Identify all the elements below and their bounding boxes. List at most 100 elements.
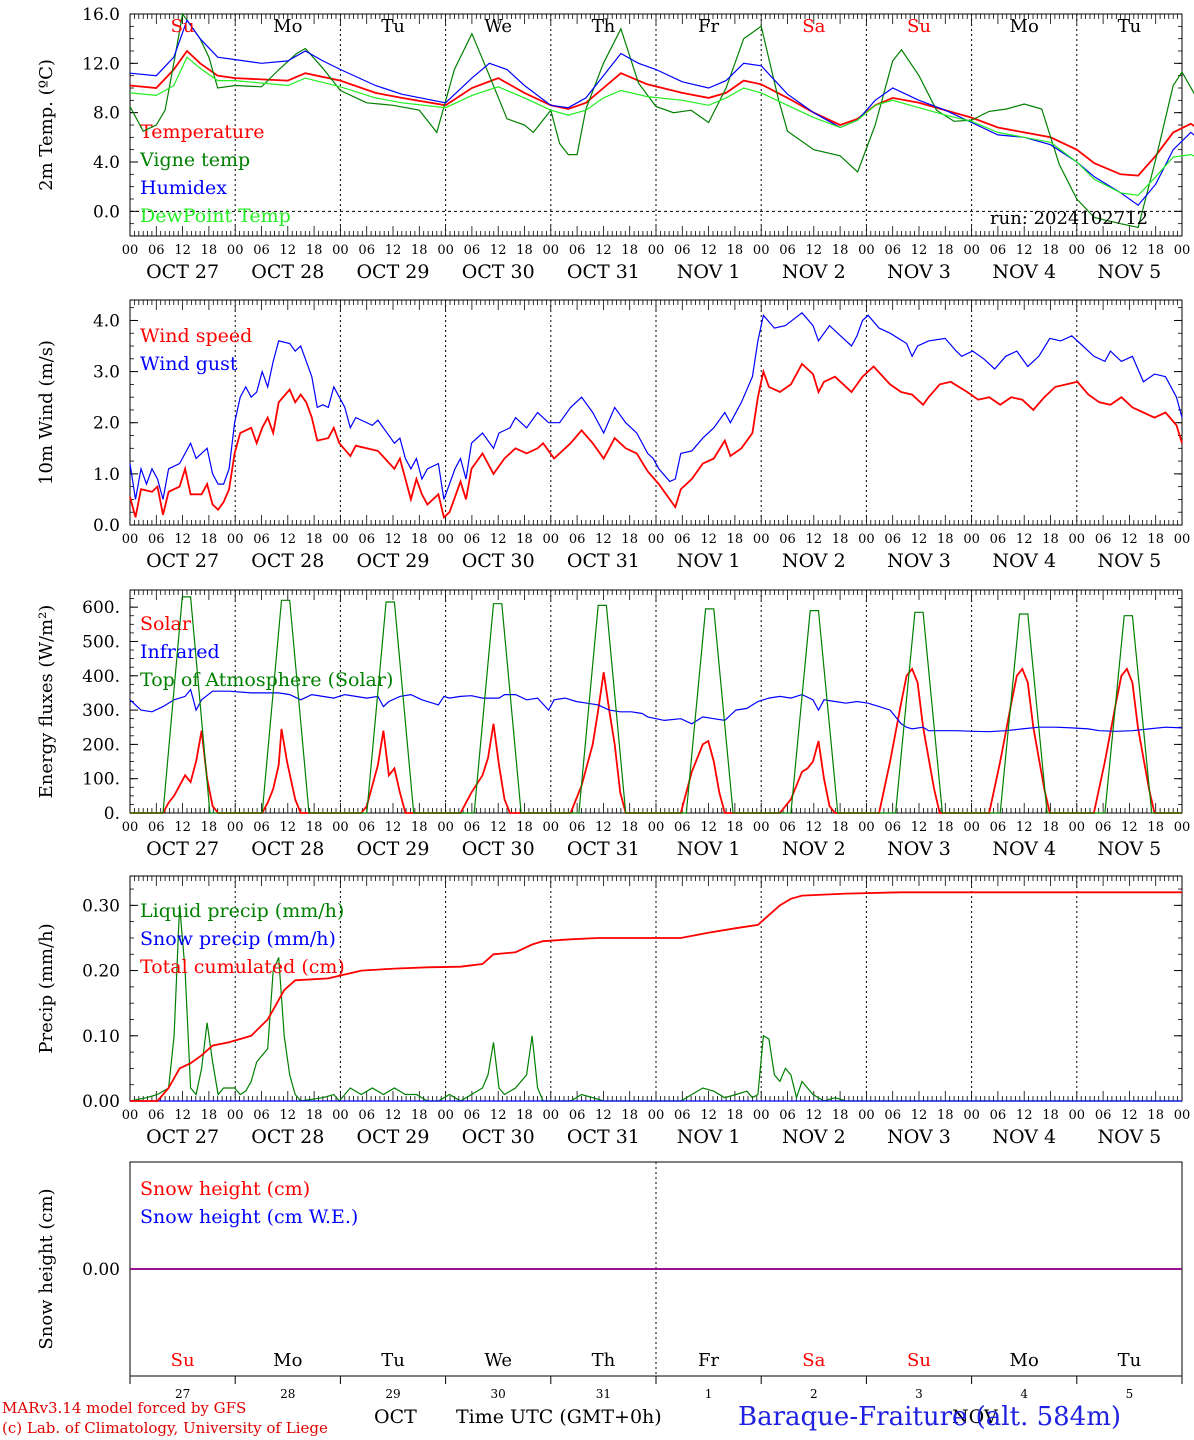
- hour-tick-label: 12: [174, 1108, 191, 1123]
- date-label: OCT 27: [146, 261, 219, 283]
- hour-tick-label: 06: [990, 243, 1007, 258]
- day-of-week-label: Th: [592, 1350, 616, 1371]
- hour-tick-label: 00: [858, 820, 875, 835]
- series-line-2-1: [129, 362, 1183, 519]
- month-label-nov: NOV: [952, 1406, 998, 1428]
- hour-tick-label: 00: [1069, 1108, 1086, 1123]
- series-line-4-3: [130, 891, 1182, 1102]
- hour-tick-label: 18: [411, 820, 428, 835]
- hour-tick-label: 12: [595, 820, 612, 835]
- hour-tick-label: 06: [779, 820, 796, 835]
- hour-tick-label: 00: [543, 1108, 560, 1123]
- hour-tick-label: 00: [1174, 243, 1191, 258]
- hour-tick-label: 06: [1095, 1108, 1112, 1123]
- y-tick-label: 12.0: [82, 54, 120, 74]
- x-axis-label: Time UTC (GMT+0h): [456, 1406, 662, 1428]
- hour-tick-label: 18: [516, 532, 533, 547]
- hour-tick-label: 12: [595, 1108, 612, 1123]
- hour-tick-label: 12: [490, 532, 507, 547]
- hour-tick-label: 00: [1174, 532, 1191, 547]
- hour-tick-label: 12: [385, 820, 402, 835]
- hour-tick-label: 18: [937, 1108, 954, 1123]
- y-tick-label: 200.: [82, 735, 120, 755]
- y-axis-label: Precip (mm/h): [36, 923, 57, 1053]
- hour-tick-label: 00: [1069, 820, 1086, 835]
- date-label: NOV 3: [887, 550, 951, 572]
- hour-tick-label: 18: [1042, 532, 1059, 547]
- station-title: Baraque-Fraiture (alt. 584m): [738, 1402, 1122, 1432]
- date-label: OCT 28: [251, 1126, 324, 1148]
- day-of-week-label: Mo: [1010, 16, 1039, 37]
- hour-tick-label: 18: [201, 243, 218, 258]
- date-label: OCT 27: [146, 838, 219, 860]
- legend-entry: Snow precip (mm/h): [140, 928, 336, 950]
- day-number-label: 27: [175, 1387, 190, 1401]
- date-label: NOV 1: [677, 838, 741, 860]
- hour-tick-label: 18: [727, 820, 744, 835]
- date-label: NOV 1: [677, 550, 741, 572]
- hour-tick-label: 06: [148, 243, 165, 258]
- hour-tick-label: 00: [1069, 532, 1086, 547]
- legend-entry: Infrared: [140, 641, 220, 663]
- hour-tick-label: 06: [464, 243, 481, 258]
- hour-tick-label: 18: [621, 1108, 638, 1123]
- day-of-week-label: Mo: [273, 1350, 302, 1371]
- y-tick-label: 0.10: [82, 1027, 120, 1047]
- date-label: OCT 28: [251, 550, 324, 572]
- date-label: OCT 27: [146, 1126, 219, 1148]
- y-tick-label: 2.0: [93, 414, 120, 434]
- hour-tick-label: 00: [437, 532, 454, 547]
- y-tick-label: 3.0: [93, 363, 120, 383]
- hour-tick-label: 00: [437, 1108, 454, 1123]
- hour-tick-label: 18: [832, 532, 849, 547]
- day-of-week-label: Sa: [802, 1350, 825, 1371]
- lab-credit: (c) Lab. of Climatology, University of L…: [2, 1419, 328, 1437]
- hour-tick-label: 18: [411, 1108, 428, 1123]
- hour-tick-label: 06: [990, 1108, 1007, 1123]
- day-of-week-label: Th: [592, 16, 616, 37]
- date-label: NOV 5: [1098, 838, 1162, 860]
- hour-tick-label: 12: [385, 1108, 402, 1123]
- hour-tick-label: 12: [1121, 820, 1138, 835]
- hour-tick-label: 06: [253, 1108, 270, 1123]
- hour-tick-label: 06: [464, 820, 481, 835]
- hour-tick-label: 18: [1147, 532, 1164, 547]
- day-of-week-label: Fr: [698, 1350, 719, 1371]
- legend-entry: Humidex: [140, 177, 227, 199]
- hour-tick-label: 12: [280, 820, 297, 835]
- hour-tick-label: 12: [911, 820, 928, 835]
- hour-tick-label: 18: [937, 820, 954, 835]
- hour-tick-label: 12: [700, 243, 717, 258]
- hour-tick-label: 18: [411, 532, 428, 547]
- hour-tick-label: 18: [1042, 243, 1059, 258]
- day-of-week-label: Su: [171, 16, 195, 37]
- y-tick-label: 0.: [104, 804, 120, 824]
- hour-tick-label: 06: [884, 1108, 901, 1123]
- hour-tick-label: 00: [543, 532, 560, 547]
- y-axis-label: Snow height (cm): [36, 1188, 57, 1349]
- date-label: OCT 30: [462, 838, 535, 860]
- date-label: NOV 2: [782, 1126, 846, 1148]
- hour-tick-label: 00: [858, 1108, 875, 1123]
- hour-tick-label: 18: [1042, 820, 1059, 835]
- hour-tick-label: 06: [674, 243, 691, 258]
- hour-tick-label: 00: [858, 243, 875, 258]
- hour-tick-label: 00: [753, 532, 770, 547]
- hour-tick-label: 00: [963, 532, 980, 547]
- series-line-1-1: [129, 49, 1194, 177]
- date-label: OCT 31: [567, 261, 640, 283]
- series-line-3-2: [129, 688, 1183, 733]
- date-label: OCT 28: [251, 261, 324, 283]
- series-line-1-4: [129, 56, 1194, 196]
- hour-tick-label: 06: [884, 820, 901, 835]
- hour-tick-label: 06: [358, 243, 375, 258]
- date-label: NOV 3: [887, 838, 951, 860]
- day-number-label: 28: [280, 1387, 295, 1401]
- hour-tick-label: 06: [990, 820, 1007, 835]
- date-label: NOV 2: [782, 838, 846, 860]
- hour-tick-label: 18: [306, 243, 323, 258]
- day-number-label: 31: [596, 1387, 611, 1401]
- date-label: NOV 3: [887, 1126, 951, 1148]
- hour-tick-label: 06: [464, 1108, 481, 1123]
